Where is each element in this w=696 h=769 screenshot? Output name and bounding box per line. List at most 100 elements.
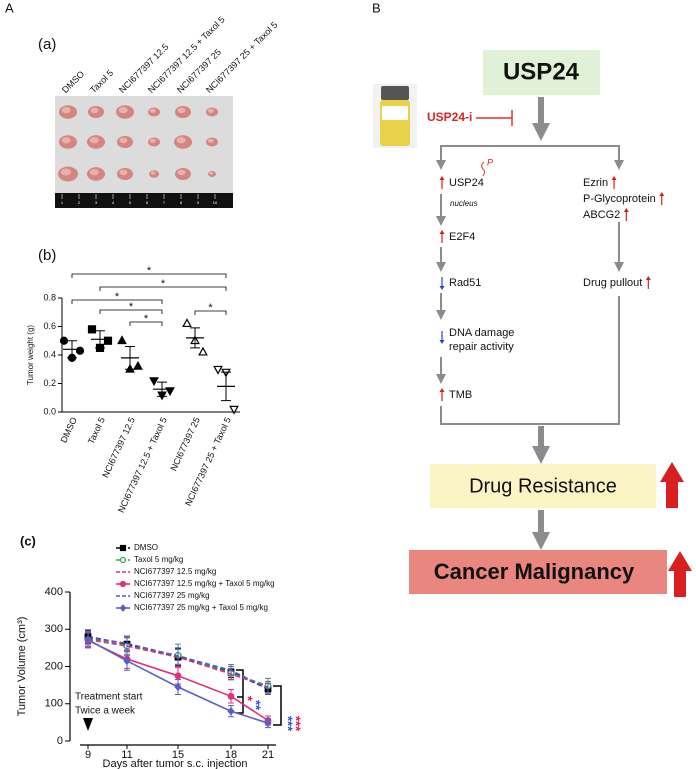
data-point: [182, 318, 192, 328]
ruler-label: 10: [213, 200, 218, 205]
ruler-label: 7: [163, 200, 166, 205]
data-point: [227, 692, 235, 700]
legend-label: NCI677397 25 mg/kg: [134, 591, 210, 600]
y-tick-label: 0.8: [43, 292, 56, 302]
panel-label: (c): [20, 533, 36, 548]
x-tick-label: 11: [121, 749, 132, 761]
x-axis-label: Days after tumor s.c. injection: [103, 758, 248, 769]
y-tick-label: 0.2: [43, 378, 56, 388]
x-tick-label: 9: [85, 749, 91, 761]
panel-label: B: [372, 0, 381, 15]
significance-bracket: [99, 309, 163, 314]
data-point: [229, 405, 239, 415]
inhibitor-label: USP24-i: [427, 110, 472, 124]
series-line: [87, 636, 269, 690]
node-label: Rad51: [449, 277, 481, 289]
error-bar: [190, 327, 200, 349]
legend-label: Taxol 5 mg/kg: [134, 555, 183, 564]
change-arrow-head: [611, 176, 617, 180]
legend-label: DMSO: [134, 543, 158, 552]
tumor-highlight: [89, 169, 99, 176]
data-point: [174, 682, 182, 692]
legend-marker: [119, 580, 127, 588]
node-label: repair activity: [449, 341, 514, 353]
nucleus-label: nucleus: [450, 199, 478, 208]
tumor-highlight: [207, 138, 214, 143]
tumor-highlight: [177, 107, 186, 114]
error-bar: [265, 682, 271, 695]
y-tick-label: 300: [45, 623, 63, 635]
y-tick-label: 0: [57, 735, 63, 747]
node-title: USP24: [503, 58, 580, 85]
x-tick-label: Taxol 5: [86, 416, 107, 446]
tumor-highlight: [149, 108, 156, 113]
node-label: USP24: [449, 177, 484, 189]
tumor-highlight: [150, 171, 156, 175]
tumor-highlight: [207, 108, 214, 113]
ruler-label: 4: [112, 200, 115, 205]
tumor-photo: 1 2 3 4 5 6 7 8 9 10: [55, 96, 233, 208]
ruler-label: 8: [180, 200, 183, 205]
data-point: [149, 377, 159, 387]
ruler-label: 6: [146, 200, 149, 205]
significance-label: *: [147, 265, 152, 277]
data-point: [84, 635, 92, 644]
error-bar: [221, 371, 231, 402]
data-point: [133, 360, 143, 370]
change-arrow-head: [645, 276, 651, 280]
ruler-label: 1: [61, 200, 64, 205]
tumor-highlight: [209, 171, 214, 175]
y-axis-label: Tumor Volume (cm³): [16, 617, 28, 717]
significance-bracket: [99, 286, 227, 291]
legend-marker: [119, 556, 127, 564]
data-point: [75, 346, 85, 355]
change-arrow-head: [439, 340, 445, 344]
node-label: Drug pullout: [583, 277, 642, 289]
significance-label: *: [161, 278, 166, 290]
error-bar: [95, 330, 105, 349]
change-arrow-head: [439, 176, 445, 180]
significance-label: *: [115, 291, 120, 303]
tumor-highlight: [89, 137, 99, 144]
significance-bracket: [194, 310, 227, 315]
data-point: [264, 718, 272, 728]
change-arrow-head: [439, 388, 445, 392]
y-axis-label: Tumor weight (g): [26, 325, 35, 386]
y-tick-label: 0.4: [43, 349, 56, 359]
change-arrow-head: [623, 208, 629, 212]
data-point: [103, 336, 113, 345]
malignancy-label: Cancer Malignancy: [434, 559, 635, 584]
error-bar: [125, 345, 135, 370]
tumor-highlight: [119, 137, 128, 144]
data-point: [213, 365, 223, 375]
data-point: [174, 672, 182, 680]
significance-label: *: [144, 313, 149, 325]
tumor-highlight: [177, 169, 186, 176]
y-tick-label: 0.6: [43, 321, 56, 331]
column-label: DMSO: [60, 69, 86, 95]
error-bar: [157, 381, 167, 397]
tumor-highlight: [176, 137, 186, 144]
error-bar: [124, 635, 130, 652]
ruler-label: 2: [78, 200, 81, 205]
ruler-label: 3: [95, 200, 98, 205]
tumor-highlight: [61, 168, 71, 176]
significance-label: **: [249, 700, 264, 711]
legend-marker: [119, 604, 127, 612]
data-point: [117, 335, 127, 345]
phospho-label: P: [487, 157, 493, 167]
significance-bracket: [129, 321, 163, 326]
tumor-highlight: [61, 137, 71, 144]
significance-label: ***: [281, 716, 296, 732]
y-tick-label: 0.0: [43, 406, 56, 416]
legend-label: NCI677397 12.5 mg/kg: [134, 567, 216, 576]
resistance-label: Drug Resistance: [469, 475, 617, 497]
tumor-highlight: [61, 107, 71, 114]
drug-bottle: [373, 84, 417, 148]
annotation: Treatment start: [75, 692, 143, 703]
annotation: Twice a week: [75, 706, 136, 717]
tumor-highlight: [149, 138, 156, 143]
y-tick-label: 100: [45, 698, 63, 710]
ruler-label: 9: [197, 200, 200, 205]
